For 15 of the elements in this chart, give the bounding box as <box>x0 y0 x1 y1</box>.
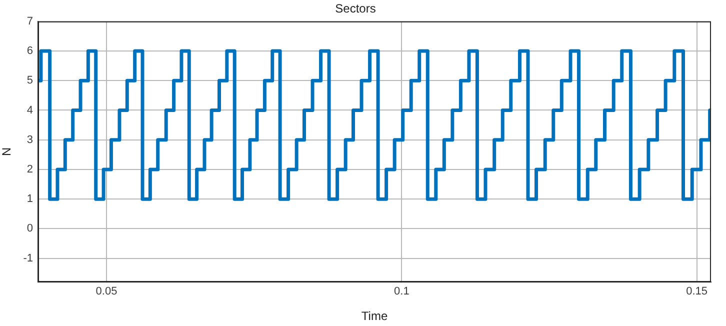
y-tick-label: 6 <box>26 45 33 58</box>
x-tick-label: 0.15 <box>686 286 708 298</box>
y-tick-label: 2 <box>26 164 33 176</box>
y-tick-label: 4 <box>26 104 33 116</box>
x-tick-label: 0.05 <box>96 286 118 298</box>
y-tick-label: 0 <box>26 222 33 235</box>
chart-title: Sectors <box>335 2 376 16</box>
y-tick-label: -1 <box>23 252 33 264</box>
y-axis-title: N <box>0 147 14 156</box>
y-tick-label: 5 <box>26 74 33 87</box>
y-tick-label: 7 <box>26 15 33 28</box>
x-tick-label: 0.1 <box>394 286 410 298</box>
y-tick-label: 1 <box>26 193 33 206</box>
x-axis-title: Time <box>361 309 388 324</box>
y-tick-label: 3 <box>26 134 33 146</box>
